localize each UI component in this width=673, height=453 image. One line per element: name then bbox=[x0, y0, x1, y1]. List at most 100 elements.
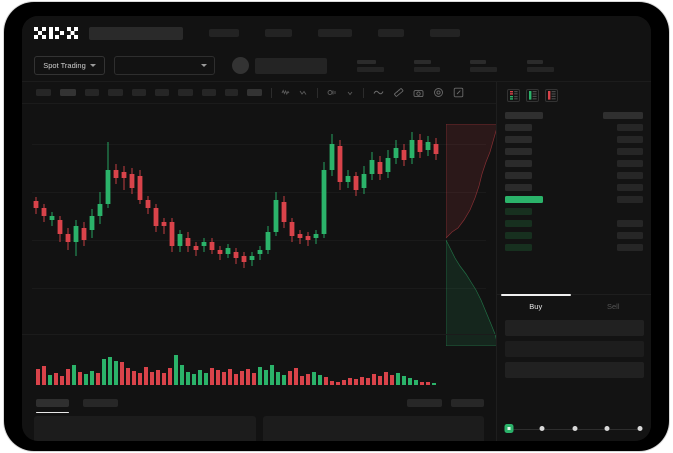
nav-item-3[interactable] bbox=[318, 29, 352, 37]
orderbook-row[interactable] bbox=[505, 171, 643, 179]
volume-bar-18 bbox=[138, 373, 142, 385]
orderbook-price bbox=[505, 219, 532, 227]
timeframe-3[interactable] bbox=[85, 89, 99, 96]
slider-step-75[interactable] bbox=[604, 426, 610, 431]
volume-bar-16 bbox=[126, 368, 130, 385]
orderbook-row[interactable] bbox=[505, 219, 643, 227]
volume-bar-55 bbox=[360, 377, 364, 385]
timeframe-6[interactable] bbox=[155, 89, 169, 96]
volume-bar-33 bbox=[228, 369, 232, 385]
orderbook-row[interactable] bbox=[505, 183, 643, 191]
orderbook-price bbox=[505, 111, 543, 119]
slider-step-0[interactable] bbox=[505, 425, 513, 432]
volume-bar-14 bbox=[114, 361, 118, 385]
orderbook-rows[interactable] bbox=[497, 108, 651, 251]
orderbook-row[interactable] bbox=[505, 207, 643, 215]
nav-item-1[interactable] bbox=[209, 29, 239, 37]
market-subbar: Spot Trading bbox=[22, 50, 651, 82]
amount-field[interactable] bbox=[505, 341, 644, 357]
nav-item-5[interactable] bbox=[430, 29, 460, 37]
fullscreen-icon[interactable] bbox=[453, 87, 464, 98]
volume-bar-58 bbox=[378, 376, 382, 385]
orderbook-quantity bbox=[617, 147, 643, 155]
orderbook-row[interactable] bbox=[505, 243, 643, 251]
orderbook-row[interactable] bbox=[505, 147, 643, 155]
volume-bar-62 bbox=[402, 376, 406, 385]
timeframe-10[interactable] bbox=[247, 89, 262, 96]
orderbook-spread-row[interactable] bbox=[505, 195, 643, 203]
amount-slider[interactable] bbox=[497, 420, 651, 438]
volume-bar-45 bbox=[300, 376, 304, 385]
orders-tab-1[interactable] bbox=[36, 399, 69, 413]
timeframe-8[interactable] bbox=[202, 89, 216, 96]
candle-39 bbox=[337, 140, 343, 190]
chevron-down-icon bbox=[89, 64, 96, 67]
slider-track[interactable] bbox=[505, 425, 643, 432]
orders-action-2[interactable] bbox=[451, 399, 484, 407]
volume-bar-36 bbox=[246, 369, 250, 385]
price-field[interactable] bbox=[505, 320, 644, 336]
stat-value bbox=[357, 66, 384, 72]
settings-gear-icon[interactable] bbox=[433, 87, 444, 98]
volume-bar-60 bbox=[390, 375, 394, 385]
chevron-down-icon[interactable] bbox=[346, 89, 354, 97]
nav-item-2[interactable] bbox=[265, 29, 292, 37]
timeframe-7[interactable] bbox=[178, 89, 193, 96]
total-field[interactable] bbox=[505, 362, 644, 378]
candle-15 bbox=[145, 196, 151, 214]
price-chart[interactable] bbox=[22, 104, 498, 346]
trading-mode-selector[interactable]: Spot Trading bbox=[34, 56, 105, 75]
volume-bar-65 bbox=[420, 382, 424, 385]
line-chart-icon[interactable] bbox=[299, 88, 308, 97]
nav-item-4[interactable] bbox=[378, 29, 404, 37]
open-orders-panel[interactable] bbox=[34, 416, 256, 441]
candle-47 bbox=[401, 144, 407, 166]
timeframe-4[interactable] bbox=[108, 89, 123, 96]
candle-45 bbox=[385, 150, 391, 178]
wave-chart-icon[interactable] bbox=[373, 88, 384, 97]
candle-17 bbox=[161, 218, 167, 234]
timeframe-1[interactable] bbox=[36, 89, 51, 96]
trade-tab-buy[interactable]: Buy bbox=[497, 294, 575, 318]
orderbook-row[interactable] bbox=[505, 135, 643, 143]
candle-42 bbox=[361, 166, 367, 194]
candle-46 bbox=[393, 140, 399, 164]
trade-tab-sell[interactable]: Sell bbox=[606, 302, 620, 311]
device-screen: Spot Trading bbox=[22, 16, 651, 441]
candle-33 bbox=[289, 218, 295, 242]
orderbook-asks-icon[interactable] bbox=[545, 89, 558, 102]
gridline-4 bbox=[32, 288, 486, 289]
indicator-icon[interactable] bbox=[327, 88, 337, 97]
volume-bar-13 bbox=[108, 357, 112, 385]
camera-icon[interactable] bbox=[413, 88, 424, 98]
volume-bar-1 bbox=[36, 369, 40, 385]
orderbook-row[interactable] bbox=[505, 159, 643, 167]
timeframe-9[interactable] bbox=[225, 89, 238, 96]
search-input[interactable] bbox=[89, 26, 183, 40]
timeframe-5[interactable] bbox=[132, 89, 146, 96]
pair-selector[interactable] bbox=[114, 56, 215, 75]
orderbook-row[interactable] bbox=[505, 111, 643, 119]
volume-bar-5 bbox=[60, 376, 64, 385]
volume-chart[interactable] bbox=[22, 334, 496, 392]
timeframe-2[interactable] bbox=[60, 89, 76, 96]
slider-step-100[interactable] bbox=[637, 426, 643, 431]
orders-tabs-left bbox=[36, 399, 118, 413]
slider-step-25[interactable] bbox=[539, 426, 545, 431]
slider-step-50[interactable] bbox=[572, 426, 577, 431]
stat-label bbox=[470, 59, 486, 64]
order-history-panel[interactable] bbox=[262, 416, 484, 441]
toolbar-divider bbox=[317, 87, 318, 98]
orders-tab-2[interactable] bbox=[83, 399, 118, 407]
orderbook-row[interactable] bbox=[505, 123, 643, 131]
orderbook-row[interactable] bbox=[505, 231, 643, 239]
orderbook-both-icon[interactable] bbox=[507, 89, 520, 102]
okx-logo-icon[interactable] bbox=[34, 27, 78, 39]
orders-action-1[interactable] bbox=[407, 399, 442, 407]
orderbook-bids-icon[interactable] bbox=[526, 89, 539, 102]
ruler-icon[interactable] bbox=[393, 87, 404, 98]
candle-5 bbox=[65, 228, 71, 250]
candle-36 bbox=[313, 230, 319, 244]
candlestick-chart-icon[interactable] bbox=[281, 88, 290, 97]
